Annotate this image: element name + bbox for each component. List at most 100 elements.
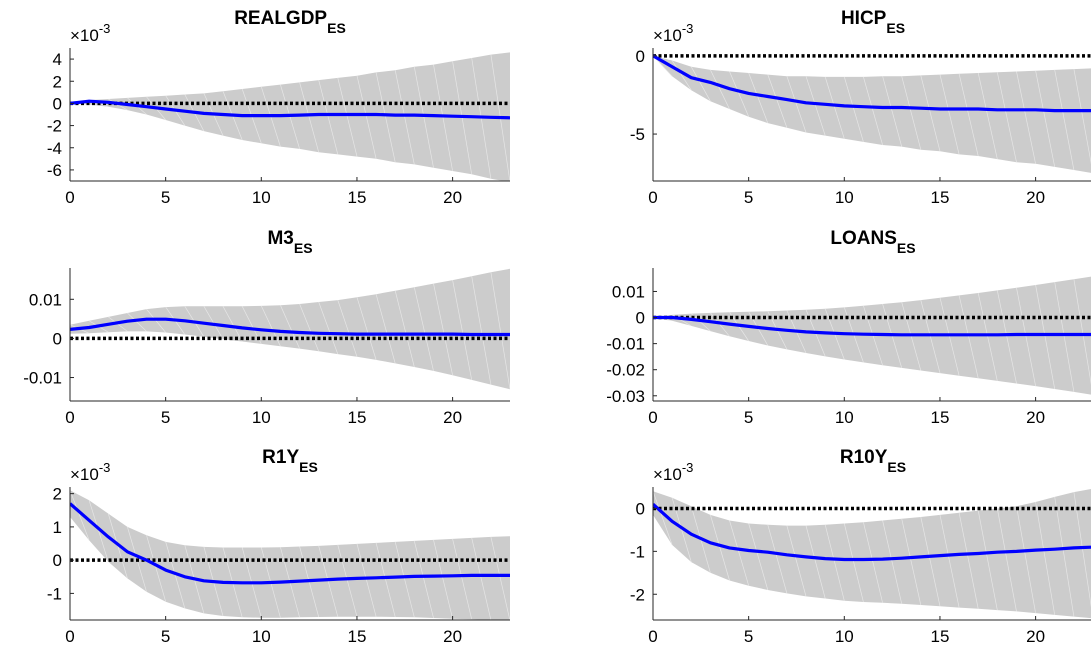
chart-4-title: R1YES [262, 447, 318, 475]
chart-2-y-tick-label: 0 [53, 329, 62, 348]
chart-2-plot-area [70, 268, 510, 390]
chart-2-title-subscript: ES [294, 240, 313, 256]
chart-5-confidence-band [653, 489, 1091, 619]
chart-3-irf-line [653, 315, 1091, 337]
chart-1-plot-area [653, 54, 1091, 173]
chart-2-y-tick-label: -0.01 [23, 369, 62, 388]
chart-5-x-tick-label: 15 [930, 627, 949, 646]
chart-1-confidence-band [653, 55, 1091, 173]
chart-2-title: M3ES [267, 228, 312, 256]
chart-3-y-tick-label: -0.03 [606, 387, 645, 406]
chart-5-x-tick-label: 20 [1026, 627, 1045, 646]
chart-4-x-tick-label: 15 [347, 627, 366, 646]
chart-0-exponent-label: ×10-3 [70, 21, 110, 45]
chart-5-exponent-base: ×10 [653, 465, 682, 484]
chart-2-irf-line [70, 317, 510, 337]
chart-4-exponent-base: ×10 [70, 465, 99, 484]
chart-2: 0 5 10 15 20 0.01 0 -0.01 M3ES [23, 228, 510, 427]
chart-4-x-tick-label: 20 [443, 627, 462, 646]
chart-2-x-tick-label: 5 [161, 408, 170, 427]
chart-4-exponent-power: -3 [99, 460, 111, 475]
chart-0-plot-area [70, 52, 510, 181]
chart-0-x-tick-label: 10 [252, 188, 271, 207]
chart-1-x-tick-label: 0 [648, 188, 657, 207]
chart-5-irf-line [653, 503, 1091, 562]
chart-1-title: HICPES [841, 8, 905, 36]
chart-3: 0 5 10 15 20 0.01 0 -0.01 -0.02 -0.03 LOANSES [606, 228, 1091, 427]
chart-2-confidence-band [70, 268, 510, 390]
chart-1-x-tick-label: 5 [744, 188, 753, 207]
chart-4-y-tick-label: 2 [53, 485, 62, 504]
chart-5-exponent-power: -3 [682, 460, 694, 475]
chart-3-x-tick-label: 15 [930, 408, 949, 427]
chart-0-title-main: REALGDP [234, 8, 327, 29]
chart-0-irf-line [70, 99, 510, 120]
chart-1-exponent-label: ×10-3 [653, 21, 693, 45]
chart-5-y-tick-label: 0 [636, 499, 645, 518]
chart-0-x-tick-label: 15 [347, 188, 366, 207]
chart-4-y-tick-label: -1 [47, 584, 62, 603]
chart-0-x-tick-label: 5 [161, 188, 170, 207]
chart-1-y-tick-label: -5 [630, 125, 645, 144]
chart-5-title-subscript: ES [887, 459, 906, 475]
chart-0-x-tick-label: 20 [443, 188, 462, 207]
chart-3-plot-area [653, 276, 1091, 395]
chart-4-irf-line [70, 502, 510, 585]
chart-5-plot-area [653, 489, 1091, 619]
chart-3-x-tick-label: 0 [648, 408, 657, 427]
chart-5-x-tick-label: 10 [835, 627, 854, 646]
chart-4-x-tick-label: 5 [161, 627, 170, 646]
chart-2-x-tick-label: 10 [252, 408, 271, 427]
chart-3-title-main: LOANS [830, 228, 897, 249]
chart-0-exponent-base: ×10 [70, 26, 99, 45]
chart-4-title-subscript: ES [299, 459, 318, 475]
chart-1-x-tick-label: 15 [930, 188, 949, 207]
chart-3-y-tick-label: 0.01 [612, 282, 645, 301]
chart-5-x-tick-label: 5 [744, 627, 753, 646]
chart-1-x-tick-label: 20 [1026, 188, 1045, 207]
chart-5-y-tick-label: -2 [630, 585, 645, 604]
chart-0-exponent-power: -3 [99, 21, 111, 36]
chart-1-title-subscript: ES [886, 20, 905, 36]
chart-4-title-main: R1Y [262, 447, 299, 468]
chart-1-exponent-base: ×10 [653, 26, 682, 45]
chart-3-y-tick-label: 0 [636, 309, 645, 328]
chart-0-title-subscript: ES [327, 20, 346, 36]
chart-1-x-tick-label: 10 [835, 188, 854, 207]
chart-3-y-tick-label: -0.01 [606, 335, 645, 354]
chart-1-exponent-power: -3 [682, 21, 694, 36]
chart-3-x-tick-label: 20 [1026, 408, 1045, 427]
chart-4-plot-area [70, 490, 510, 620]
chart-2-title-main: M3 [267, 228, 293, 249]
chart-2-x-tick-label: 15 [347, 408, 366, 427]
chart-1: 0 5 10 15 20 0 -5 ×10-3 HICPES [630, 8, 1091, 207]
chart-3-x-tick-label: 10 [835, 408, 854, 427]
chart-1-band-mesh [653, 55, 1091, 171]
chart-3-y-tick-label: -0.02 [606, 361, 645, 380]
chart-5-title: R10YES [840, 447, 906, 475]
chart-3-title: LOANSES [830, 228, 915, 256]
chart-0-y-tick-label: 4 [53, 50, 62, 69]
chart-0-y-tick-label: -2 [47, 117, 62, 136]
chart-4-x-tick-label: 10 [252, 627, 271, 646]
chart-5-y-tick-label: -1 [630, 542, 645, 561]
chart-5-x-tick-label: 0 [648, 627, 657, 646]
chart-1-y-tick-label: 0 [636, 47, 645, 66]
chart-3-title-subscript: ES [897, 240, 916, 256]
chart-4-y-tick-label: 0 [53, 551, 62, 570]
chart-5-exponent-label: ×10-3 [653, 460, 693, 484]
chart-2-x-tick-label: 0 [65, 408, 74, 427]
chart-0-y-tick-label: -6 [47, 161, 62, 180]
chart-2-y-tick-label: 0.01 [29, 290, 62, 309]
chart-5-title-main: R10Y [840, 447, 888, 468]
chart-3-x-tick-label: 5 [744, 408, 753, 427]
chart-1-title-main: HICP [841, 8, 887, 29]
chart-4-exponent-label: ×10-3 [70, 460, 110, 484]
chart-0-x-tick-label: 0 [65, 188, 74, 207]
chart-0-y-tick-label: 2 [53, 72, 62, 91]
chart-4-x-tick-label: 0 [65, 627, 74, 646]
chart-0-y-tick-label: 0 [53, 94, 62, 113]
